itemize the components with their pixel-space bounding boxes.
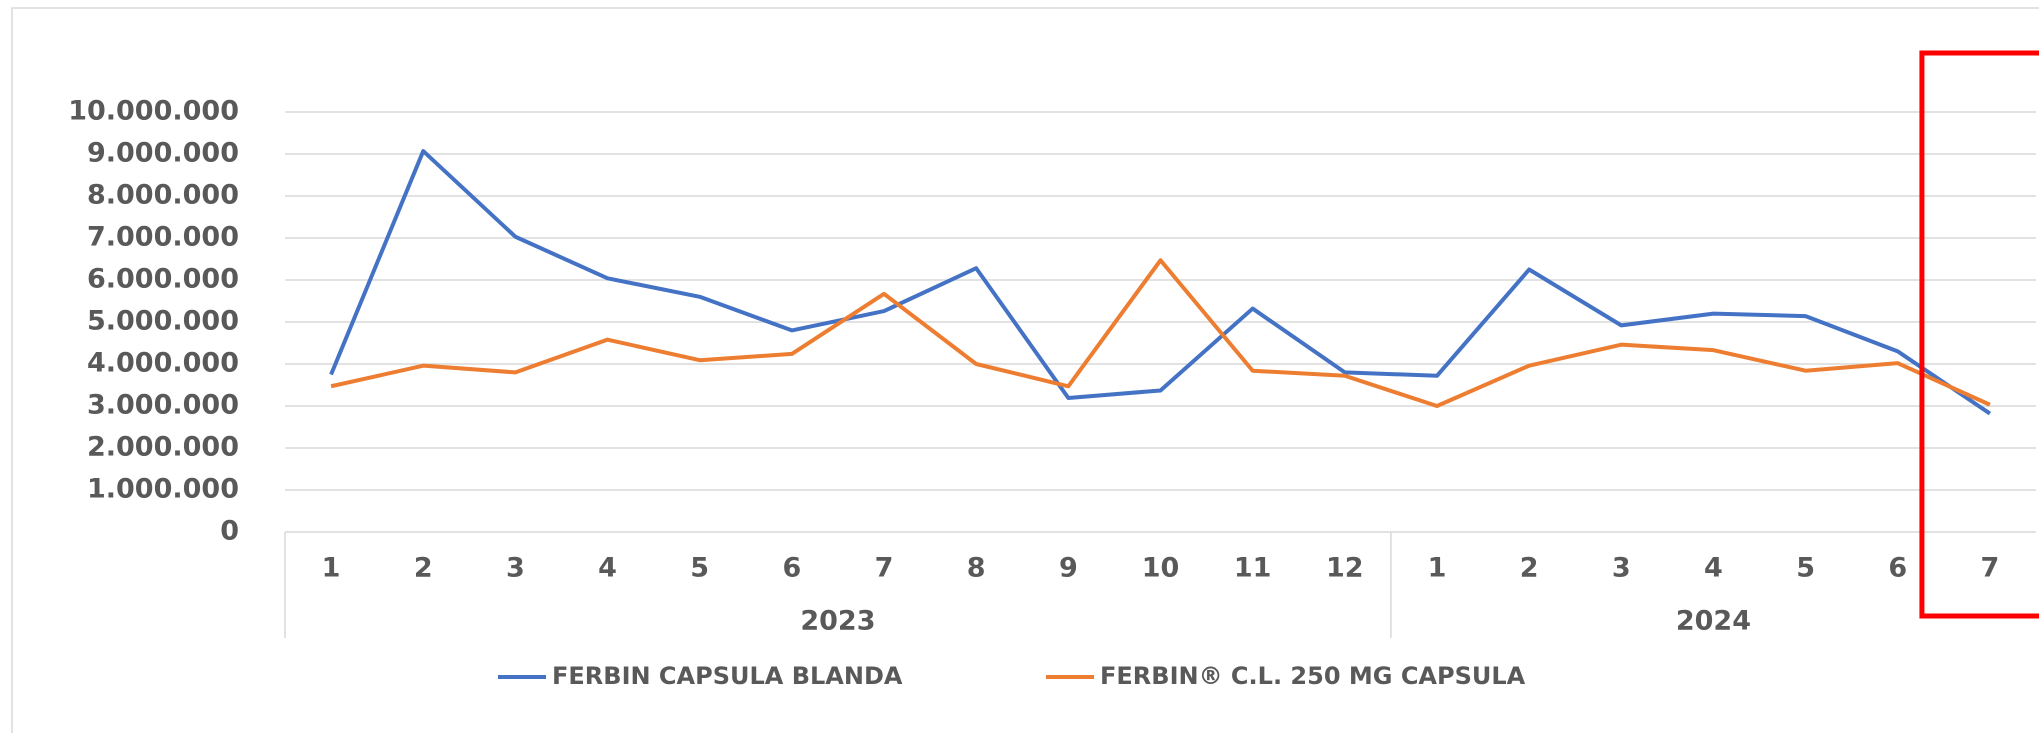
x-tick-label: 7 <box>875 553 894 584</box>
x-tick-label: 11 <box>1234 553 1272 584</box>
chart-border <box>11 7 2039 733</box>
x-tick-label: 12 <box>1326 553 1364 584</box>
x-tick-label: 5 <box>690 553 709 584</box>
y-tick-label: 9.000.000 <box>87 138 239 169</box>
y-tick-label: 7.000.000 <box>87 222 239 253</box>
highlight-box <box>1919 50 2039 619</box>
y-tick-label: 5.000.000 <box>87 306 239 337</box>
x-tick-label: 1 <box>1428 553 1447 584</box>
x-tick-label: 2 <box>1520 553 1539 584</box>
x-tick-label: 5 <box>1796 553 1815 584</box>
x-tick-label: 2 <box>414 553 433 584</box>
x-tick-label: 4 <box>1704 553 1723 584</box>
y-tick-label: 6.000.000 <box>87 264 239 295</box>
group-label: 2023 <box>800 606 875 637</box>
x-tick-label: 1 <box>322 553 341 584</box>
series-line <box>330 258 1991 408</box>
y-tick-label: 0 <box>220 516 239 547</box>
x-tick-label: 4 <box>598 553 617 584</box>
series-line <box>329 149 1992 416</box>
x-tick-label: 6 <box>782 553 801 584</box>
x-tick-label: 3 <box>1612 553 1631 584</box>
y-tick-label: 8.000.000 <box>87 180 239 211</box>
x-tick-label: 6 <box>1888 553 1907 584</box>
x-tick-label: 7 <box>1981 553 2000 584</box>
legend-label: FERBIN® C.L. 250 MG CAPSULA <box>1100 662 1526 690</box>
group-label: 2024 <box>1676 606 1751 637</box>
x-tick-label: 8 <box>967 553 986 584</box>
y-tick-label: 1.000.000 <box>87 474 239 505</box>
y-tick-label: 3.000.000 <box>87 390 239 421</box>
y-tick-label: 10.000.000 <box>68 96 239 127</box>
x-tick-label: 9 <box>1059 553 1078 584</box>
x-tick-label: 10 <box>1142 553 1180 584</box>
y-tick-label: 4.000.000 <box>87 348 239 379</box>
legend-label: FERBIN CAPSULA BLANDA <box>552 662 903 690</box>
y-tick-label: 2.000.000 <box>87 432 239 463</box>
x-tick-label: 3 <box>506 553 525 584</box>
